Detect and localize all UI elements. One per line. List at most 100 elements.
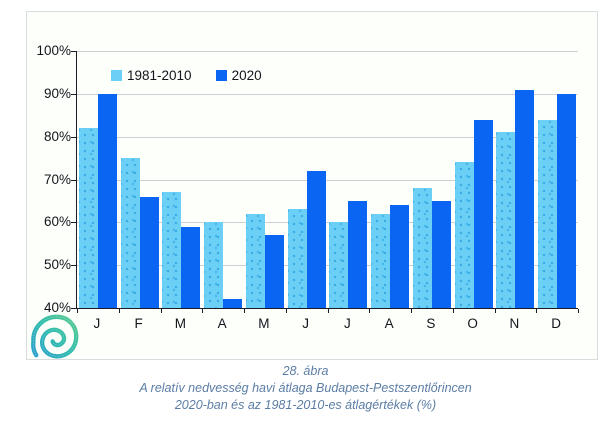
bar-1981-2010-S — [412, 188, 432, 308]
bar-2020-F — [139, 196, 159, 308]
bar-group-A-7 — [369, 51, 411, 308]
x-axis-label-2: M — [174, 316, 186, 331]
x-axis-label-4: M — [258, 316, 270, 331]
gridline — [77, 136, 578, 138]
bar-2020-N — [515, 89, 535, 308]
bar-1981-2010-D — [538, 119, 558, 308]
x-axis-label-9: O — [467, 316, 478, 331]
x-axis-tick — [77, 309, 78, 313]
figure-caption: 28. ábra A relatív nedvesség havi átlaga… — [0, 363, 611, 414]
bar-2020-O — [473, 119, 493, 308]
bar-1981-2010-N — [496, 132, 516, 308]
bar-2020-J — [306, 170, 326, 308]
y-axis-tick-label: 50% — [43, 257, 71, 273]
bar-group-D-11 — [536, 51, 578, 308]
gridline — [77, 179, 578, 181]
bar-2020-M — [264, 235, 284, 308]
x-axis-tick — [411, 309, 412, 313]
x-axis-tick — [369, 309, 371, 313]
y-axis-tick — [71, 93, 77, 95]
y-axis-tick — [71, 308, 77, 309]
bar-1981-2010-J — [329, 222, 349, 308]
legend-item-2020: 2020 — [215, 68, 262, 83]
x-axis-label-11: D — [551, 316, 561, 331]
gridline — [77, 222, 578, 224]
x-axis-tick — [327, 309, 329, 313]
met-service-spiral-logo — [31, 314, 79, 359]
bar-2020-A — [223, 299, 243, 308]
x-axis-label-1: F — [134, 316, 143, 331]
bar-group-J-6 — [328, 51, 370, 308]
legend: 1981-2010 2020 — [111, 68, 262, 83]
figure-title-line1: A relatív nedvesség havi átlaga Budapest… — [139, 381, 472, 395]
x-axis-tick — [536, 309, 538, 313]
bar-2020-D — [557, 93, 577, 308]
bar-1981-2010-J — [78, 128, 98, 308]
legend-swatch-1981-2010 — [111, 70, 122, 81]
bar-2020-J — [97, 93, 117, 308]
y-axis-tick-label: 40% — [43, 300, 71, 315]
figure-title-line2: 2020-ban és az 1981-2010-es átlagértékek… — [174, 398, 437, 412]
bar-group-M-2 — [161, 51, 203, 308]
y-axis-tick-label: 100% — [36, 43, 71, 58]
x-axis-tick — [244, 309, 245, 313]
bar-1981-2010-M — [245, 213, 265, 308]
x-axis-tick — [118, 309, 120, 313]
gridline — [77, 93, 578, 95]
bar-group-J-0 — [77, 51, 119, 308]
y-axis-tick — [71, 179, 77, 181]
spiral-stroke — [31, 314, 79, 359]
bar-groups — [77, 51, 578, 308]
gridline — [77, 51, 578, 52]
x-axis-tick — [578, 309, 579, 313]
bar-1981-2010-M — [162, 192, 182, 308]
bar-2020-S — [431, 200, 451, 308]
y-axis-tick-label: 70% — [43, 171, 71, 187]
bar-group-N-10 — [495, 51, 537, 308]
y-axis-tick — [71, 51, 77, 52]
bar-group-J-5 — [286, 51, 328, 308]
figure-number: 28. ábra — [282, 364, 329, 378]
bar-group-F-1 — [119, 51, 161, 308]
plot-area — [71, 51, 579, 313]
x-axis-label-10: N — [509, 316, 520, 331]
y-axis-tick — [71, 265, 77, 267]
bar-1981-2010-F — [120, 158, 140, 308]
x-axis-tick — [160, 309, 162, 313]
bar-2020-J — [348, 200, 368, 308]
x-axis-label-5: J — [302, 316, 309, 331]
x-axis-tick — [285, 309, 287, 313]
x-axis-tick — [452, 309, 454, 313]
x-axis-tick — [202, 309, 204, 313]
y-axis-tick-label: 90% — [43, 85, 71, 101]
bar-1981-2010-J — [287, 209, 307, 308]
bar-1981-2010-A — [204, 222, 224, 308]
x-axis-label-3: A — [217, 316, 227, 331]
bar-group-O-9 — [453, 51, 495, 308]
legend-label-2020: 2020 — [231, 68, 262, 83]
bar-2020-A — [390, 205, 410, 308]
bar-group-M-4 — [244, 51, 286, 308]
bar-group-A-3 — [202, 51, 244, 308]
x-axis-label-0: J — [93, 316, 101, 331]
x-axis-label-6: J — [344, 316, 351, 331]
legend-item-1981-2010: 1981-2010 — [111, 68, 192, 83]
bar-2020-M — [181, 226, 201, 308]
legend-label-1981-2010: 1981-2010 — [127, 68, 192, 83]
y-axis-tick-label: 80% — [43, 128, 71, 144]
bar-group-S-8 — [411, 51, 453, 308]
bar-1981-2010-A — [371, 213, 391, 308]
legend-swatch-2020 — [215, 70, 227, 81]
chart-box: 1981-2010 2020 100% 90% 80% 70% 60% 50% 40% J F M… — [26, 11, 598, 360]
y-axis-tick — [71, 222, 77, 224]
x-axis-label-7: A — [384, 316, 394, 331]
bar-1981-2010-O — [454, 162, 474, 308]
y-axis-tick — [71, 136, 77, 138]
gridline — [77, 265, 578, 267]
x-axis-tick — [494, 309, 496, 313]
x-axis-label-8: S — [426, 316, 436, 331]
spiral-stripe — [32, 316, 77, 357]
y-axis-tick-label: 60% — [43, 214, 71, 230]
